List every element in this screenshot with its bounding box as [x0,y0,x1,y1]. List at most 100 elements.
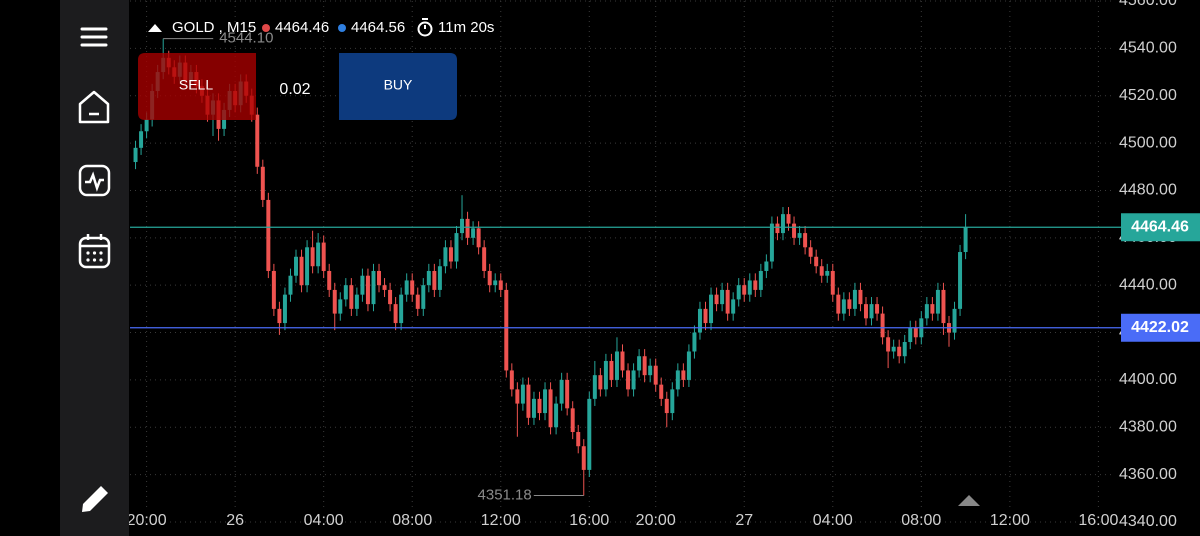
menu-icon[interactable] [80,27,108,47]
candle-body [891,346,896,352]
candle-body [543,389,548,414]
candle-body [371,270,376,305]
candle-body [393,304,398,324]
candle-body [714,294,719,305]
candle-body [913,327,918,338]
chart-icon[interactable] [78,164,111,197]
candle-body [349,285,354,309]
candle-body [487,270,492,286]
candle-body [266,199,271,271]
symbol: GOLD , M15 [172,19,256,36]
header: GOLD , M15 4464.46 4464.56 11m 20s [148,18,494,37]
x-tick-label: 04:00 [813,512,853,529]
candle-body [637,356,642,371]
x-tick-label: 20:00 [127,512,167,529]
candle-body [404,280,409,295]
candle-body [941,289,946,324]
candle-body [609,360,614,380]
candle-body [321,242,326,271]
candle-body [703,308,708,324]
candle-body [554,403,559,428]
calendar-icon[interactable] [78,234,111,269]
candle-body [664,398,669,414]
candle-body [786,214,791,224]
candle-body [277,308,282,324]
candle-body [720,289,725,305]
candle-body [548,389,553,428]
ask-price: 4464.56 [351,19,405,36]
candle-body [144,119,149,132]
candle-body [565,379,570,409]
candle-body [603,360,608,390]
price-box [1121,313,1200,342]
candle-body [299,256,304,286]
y-tick-label: 4560.00 [1119,0,1177,9]
candle-body [139,131,144,148]
collapse-arrow[interactable] [148,24,162,32]
candle-body [448,247,453,262]
candle-body [670,389,675,414]
candle-body [797,233,802,238]
candle-body [725,289,730,314]
candle-body [437,266,442,290]
candle-body [958,252,963,309]
candle-body [869,304,874,319]
candle-body [935,289,940,314]
y-tick-label: 4400.00 [1119,371,1177,388]
candle-body [709,294,714,324]
candle-body [825,270,830,276]
candle-body [952,308,957,333]
candle-body [631,370,636,390]
candle-body [803,233,808,248]
candle-body [526,384,531,418]
sell-label[interactable]: SELL [179,77,213,93]
candle-body [504,289,509,371]
candle-body [282,294,287,324]
price-box-label: 4464.46 [1131,218,1189,235]
candle-body [133,147,138,163]
candle-body [736,285,741,300]
candle-body [686,351,691,380]
candle-body [498,280,503,290]
x-tick-label: 08:00 [901,512,941,529]
candle-body [316,242,321,267]
y-tick-label: 4520.00 [1119,87,1177,104]
candle-body [327,270,332,290]
candle-body [410,280,415,295]
timer: 11m 20s [438,19,494,36]
candle-body [271,270,276,309]
candle-body [570,408,575,433]
candle-body [399,294,404,324]
candle-body [360,275,365,295]
candle-body [559,379,564,404]
candle-body [858,289,863,305]
x-tick-label: 27 [735,512,753,529]
candle-body [377,270,382,286]
volume[interactable]: 0.02 [279,81,310,98]
buy-label[interactable]: BUY [384,77,413,93]
candle-body [426,270,431,286]
x-tick-label: 20:00 [636,512,676,529]
candle-body [354,294,359,309]
candle-body [626,370,631,390]
home-icon[interactable] [78,90,110,124]
candle-body [681,370,686,380]
scroll-arrow[interactable] [958,495,980,506]
candle-body [764,261,769,271]
candle-body [875,304,880,314]
candle-body [841,299,846,314]
candle-body [808,247,813,257]
candle-body [675,370,680,390]
candle-body [454,233,459,262]
candle-body [255,114,260,167]
buy-button[interactable]: BUY [339,53,457,120]
candle-body [653,365,658,385]
candle-body [531,398,536,418]
candle-body [886,337,891,352]
candle-body [476,228,481,248]
candle-body [648,365,653,376]
pencil-icon[interactable] [82,486,108,512]
sell-button[interactable]: SELL [138,53,256,120]
